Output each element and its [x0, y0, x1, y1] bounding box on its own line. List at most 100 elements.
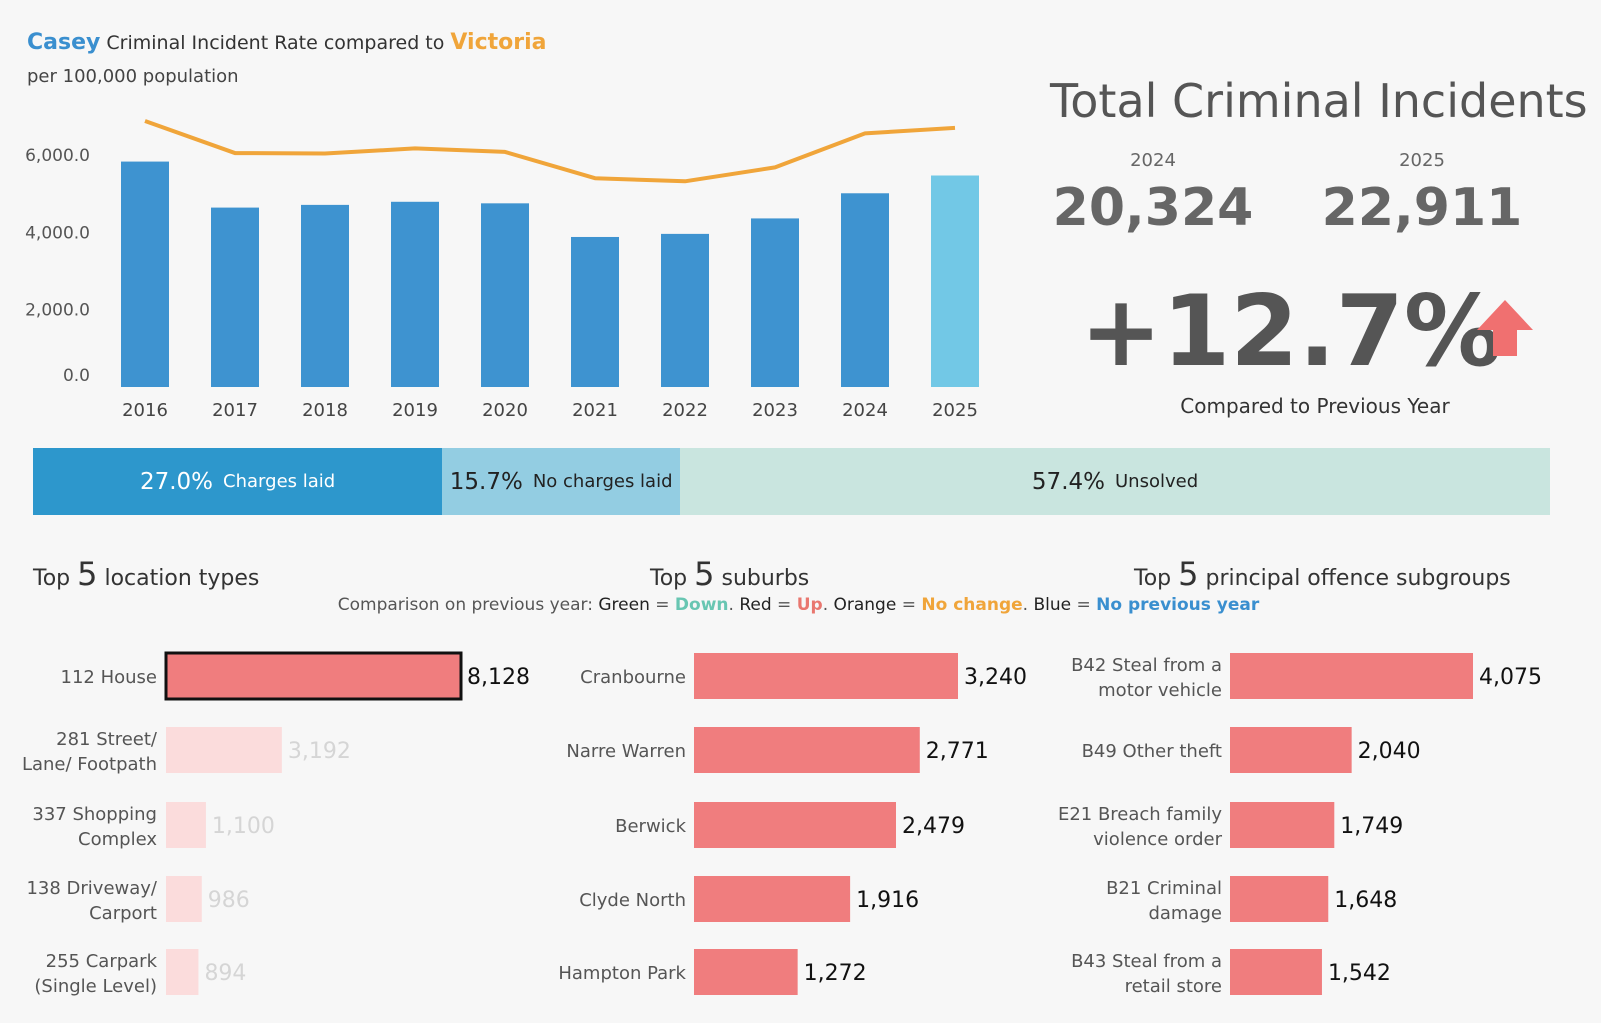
legend-sep: .	[822, 595, 834, 615]
legend-intro: Comparison on previous year:	[337, 595, 593, 615]
location-value-label: 986	[208, 888, 250, 913]
legend-eq: =	[1071, 595, 1097, 615]
suburb-bar	[694, 876, 851, 922]
title-comparison-region: Victoria	[450, 30, 547, 55]
bar-2021	[571, 236, 619, 387]
x-tick-label: 2022	[662, 400, 708, 421]
chart-subtitle: per 100,000 population	[27, 66, 239, 87]
color-legend: Comparison on previous year: Green = Dow…	[0, 595, 1597, 615]
offence-category-label: motor vehicle	[1098, 680, 1222, 701]
x-tick-label: 2021	[572, 400, 618, 421]
up-arrow-icon	[1477, 300, 1533, 356]
location-value-label: 8,128	[467, 665, 530, 690]
location-category-label: Complex	[78, 829, 157, 850]
section-title-locations: Top 5 location types	[33, 555, 259, 593]
outcome-nocharge-label: No charges laid	[532, 471, 673, 492]
kpi-title: Total Criminal Incidents	[1050, 74, 1588, 128]
chart-title: Casey Criminal Incident Rate compared to…	[27, 30, 547, 55]
location-category-label: 138 Driveway/	[26, 878, 157, 899]
y-tick-label: 6,000.0	[25, 146, 90, 166]
location-category-label: Carport	[89, 903, 157, 924]
location-value-label: 894	[204, 961, 246, 986]
offence-value-label: 1,749	[1340, 814, 1403, 839]
legend-sep: .	[728, 595, 740, 615]
title-region: Casey	[27, 30, 101, 55]
title-compared-to: compared to	[323, 32, 445, 54]
location-value-label: 3,192	[288, 739, 351, 764]
suburb-value-label: 3,240	[964, 665, 1027, 690]
section-title-offences: Top 5 principal offence subgroups	[1134, 555, 1511, 593]
offence-bar	[1230, 949, 1322, 995]
location-category-label: (Single Level)	[34, 976, 157, 997]
location-category-label: Lane/ Footpath	[22, 754, 157, 775]
suburb-bar	[694, 802, 896, 848]
rate-chart: 6,000.0 4,000.0 2,000.0 0.0 2016 2017 2018 2019…	[25, 119, 979, 421]
suburb-bar	[694, 653, 958, 699]
suburb-category-label: Hampton Park	[558, 963, 686, 984]
suburb-value-label: 1,272	[804, 961, 867, 986]
offence-bar	[1230, 876, 1329, 922]
outcome-nocharge-segment[interactable]: 15.7% No charges laid	[442, 448, 681, 515]
location-category-label: 255 Carpark	[46, 951, 158, 972]
legend-blue-value: No previous year	[1096, 595, 1260, 615]
x-tick-label: 2018	[302, 400, 348, 421]
x-tick-label: 2017	[212, 400, 258, 421]
location-category-label: 337 Shopping	[32, 804, 157, 825]
outcome-nocharge-pct: 15.7%	[449, 468, 523, 495]
location-value-label: 1,100	[212, 814, 275, 839]
suburb-value-label: 2,771	[926, 739, 989, 764]
location-bar	[164, 651, 463, 701]
kpi-year-b: 2025	[1399, 150, 1445, 171]
location-category-label: 281 Street/	[56, 729, 158, 750]
x-tick-label: 2020	[482, 400, 528, 421]
bar-2023	[751, 218, 799, 387]
outcome-unsolved-segment[interactable]: 57.4% Unsolved	[680, 448, 1550, 515]
legend-eq: =	[649, 595, 675, 615]
bar-2024	[841, 193, 889, 387]
legend-green-value: Down	[674, 595, 729, 615]
legend-eq: =	[771, 595, 797, 615]
suburb-category-label: Clyde North	[579, 890, 686, 911]
bar-2017	[211, 207, 259, 387]
suburb-bar	[694, 949, 798, 995]
offence-category-label: B42 Steal from a	[1071, 655, 1222, 676]
outcome-charged-segment[interactable]: 27.0% Charges laid	[33, 448, 443, 515]
location-bar	[166, 802, 206, 848]
suburb-bar	[694, 727, 920, 773]
x-tick-label: 2025	[932, 400, 978, 421]
bar-2020	[481, 203, 529, 387]
x-tick-label: 2019	[392, 400, 438, 421]
y-tick-label: 0.0	[63, 366, 90, 386]
x-tick-label: 2016	[122, 400, 168, 421]
offence-category-label: retail store	[1125, 976, 1222, 997]
location-bar	[166, 876, 202, 922]
offence-value-label: 4,075	[1479, 665, 1542, 690]
offence-bar	[1230, 653, 1473, 699]
section-locations-pre: Top	[33, 566, 71, 591]
suburb-category-label: Narre Warren	[566, 741, 686, 762]
section-title-suburbs: Top 5 suburbs	[650, 555, 809, 593]
title-metric: Criminal Incident Rate	[106, 32, 318, 54]
victoria-line	[144, 119, 956, 184]
section-offences-pre: Top	[1134, 566, 1172, 591]
legend-orange-key: Orange	[833, 595, 897, 615]
outcome-charged-pct: 27.0%	[139, 468, 214, 495]
kpi-value-b: 22,911	[1321, 178, 1523, 238]
bar-2025	[931, 175, 979, 387]
legend-sep: .	[1022, 595, 1034, 615]
offence-value-label: 1,542	[1328, 961, 1391, 986]
bar-2016	[121, 161, 169, 387]
y-tick-label: 2,000.0	[25, 301, 90, 321]
kpi-caption: Compared to Previous Year	[1180, 394, 1450, 418]
offence-category-label: B43 Steal from a	[1071, 951, 1222, 972]
outcome-charged-label: Charges laid	[223, 471, 336, 492]
x-tick-label: 2023	[752, 400, 798, 421]
kpi-value-a: 20,324	[1052, 178, 1254, 238]
section-suburbs-num: 5	[694, 555, 715, 593]
offence-category-label: E21 Breach family	[1058, 804, 1222, 825]
x-tick-label: 2024	[842, 400, 888, 421]
section-locations-post: location types	[104, 566, 260, 591]
y-tick-label: 4,000.0	[25, 223, 90, 243]
location-category-label: 112 House	[61, 667, 158, 688]
kpi-year-a: 2024	[1130, 150, 1176, 171]
